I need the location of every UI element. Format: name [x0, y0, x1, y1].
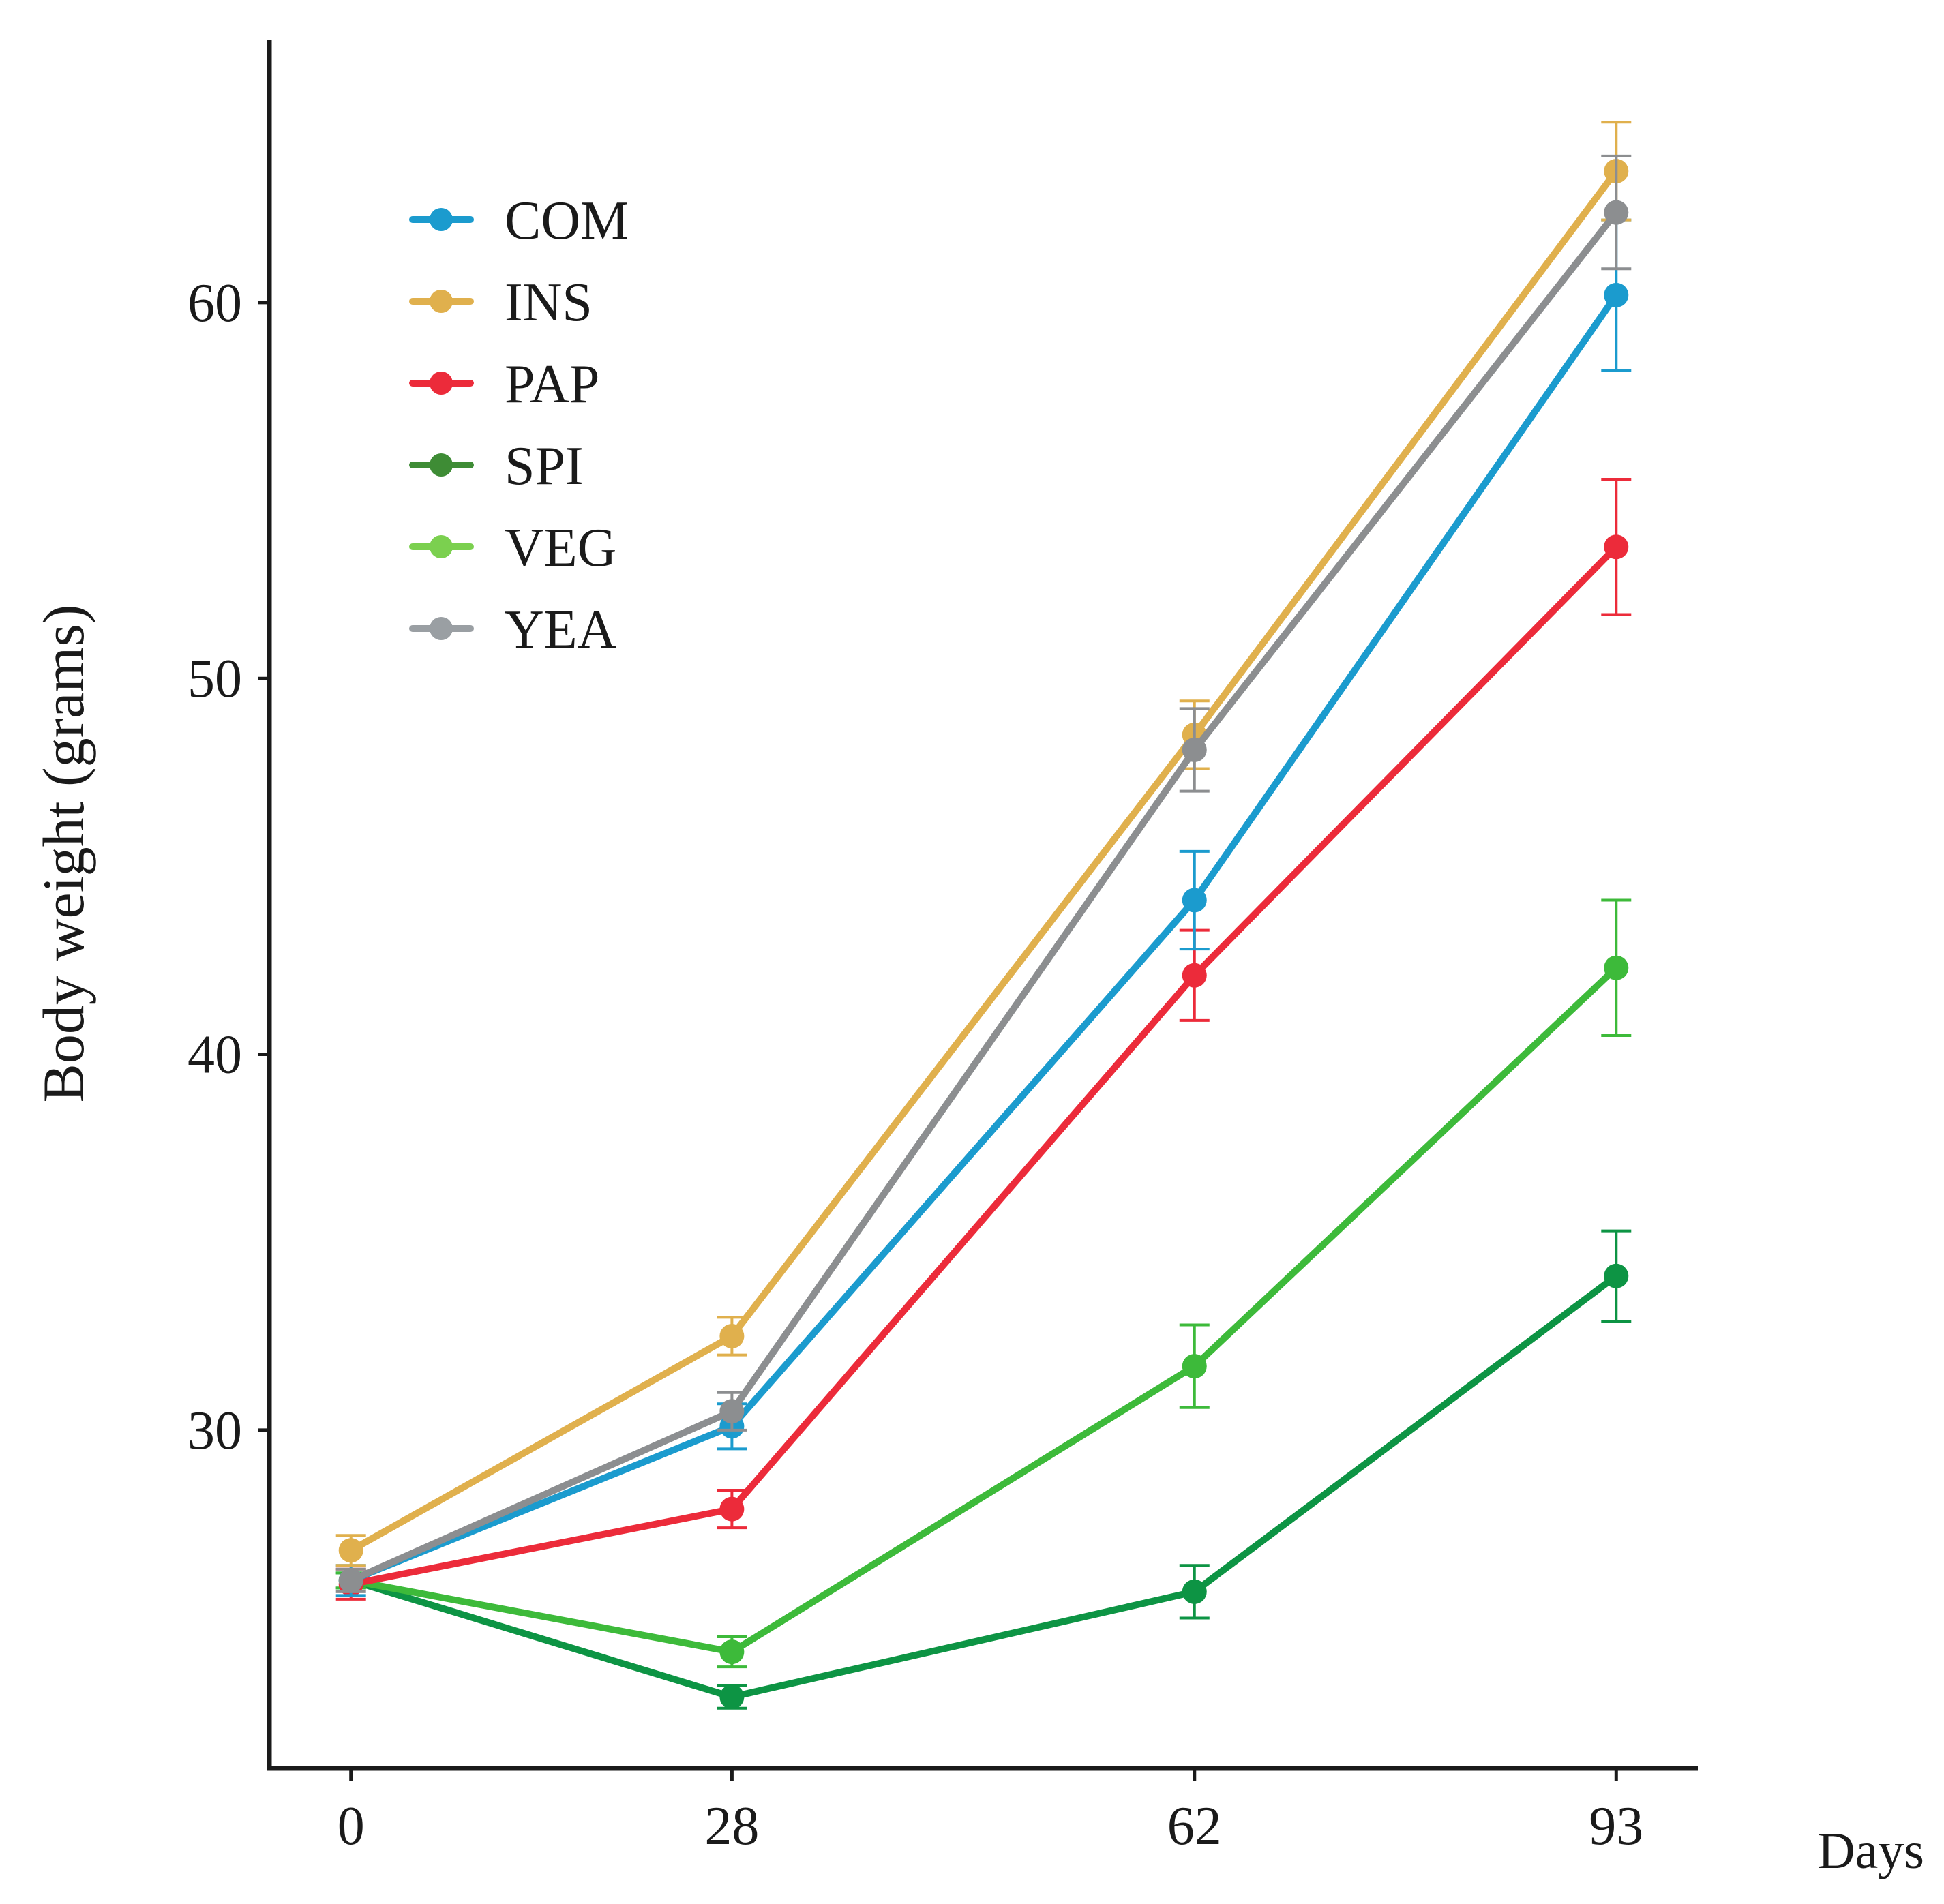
data-point-veg	[1182, 1354, 1207, 1379]
data-point-yea	[1604, 200, 1629, 225]
y-tick-label: 50	[188, 649, 242, 709]
y-axis-title: Body weight (grams)	[31, 605, 96, 1103]
data-point-spi	[1604, 1263, 1629, 1288]
series-line-yea	[347, 209, 1620, 1584]
legend-swatch-marker	[430, 208, 453, 231]
legend-label: PAP	[505, 354, 599, 414]
series-spi	[335, 1229, 1632, 1710]
series-line-pap	[347, 543, 1620, 1588]
data-point-yea	[1182, 737, 1207, 762]
legend-label: INS	[505, 273, 593, 333]
plot-area	[335, 121, 1632, 1710]
y-axis-ticks: 30 40 50 60	[188, 273, 269, 1461]
legend-item-yea: YEA	[409, 600, 617, 660]
series-ins	[335, 121, 1632, 1567]
legend: COM INS PAP SPI VEG YEA	[409, 191, 629, 660]
legend-item-ins: INS	[409, 273, 593, 333]
data-point-com	[1182, 888, 1207, 913]
x-tick-label: 62	[1167, 1796, 1222, 1856]
y-tick-label: 60	[188, 273, 242, 333]
legend-swatch-marker	[430, 372, 453, 395]
legend-label: SPI	[505, 436, 584, 496]
series-line-com	[347, 291, 1620, 1584]
x-tick-label: 0	[338, 1796, 365, 1856]
legend-item-pap: PAP	[409, 354, 599, 414]
data-point-com	[1604, 282, 1629, 307]
data-point-yea	[719, 1399, 745, 1424]
x-axis-ticks: 0 28 62 93	[338, 1768, 1643, 1856]
series-veg	[335, 898, 1632, 1669]
data-point-ins	[338, 1538, 363, 1563]
legend-swatch-marker	[430, 453, 453, 477]
data-point-spi	[1182, 1579, 1207, 1604]
legend-item-spi: SPI	[409, 436, 584, 496]
legend-label: YEA	[505, 600, 617, 660]
legend-label: COM	[505, 191, 629, 251]
y-tick-label: 40	[188, 1025, 242, 1085]
y-tick-label: 30	[188, 1401, 242, 1461]
series-line-ins	[347, 167, 1620, 1554]
series-line-spi	[347, 1272, 1620, 1701]
data-point-pap	[1182, 963, 1207, 988]
legend-item-com: COM	[409, 191, 629, 251]
data-point-spi	[719, 1684, 745, 1710]
data-point-pap	[719, 1496, 745, 1522]
data-point-yea	[338, 1568, 363, 1593]
data-point-veg	[1604, 955, 1629, 980]
legend-swatch-marker	[430, 290, 453, 313]
x-tick-label: 93	[1589, 1796, 1643, 1856]
legend-swatch-marker	[430, 617, 453, 640]
legend-item-veg: VEG	[409, 518, 616, 578]
data-point-ins	[719, 1324, 745, 1348]
series-line-veg	[347, 964, 1620, 1656]
data-point-pap	[1604, 534, 1629, 560]
x-tick-label: 28	[704, 1796, 759, 1856]
data-point-veg	[719, 1639, 745, 1665]
series-yea	[335, 154, 1632, 1593]
x-axis-title: Days	[1818, 1822, 1924, 1879]
legend-label: VEG	[505, 518, 616, 578]
legend-swatch-marker	[430, 535, 453, 558]
series-com	[335, 218, 1632, 1597]
